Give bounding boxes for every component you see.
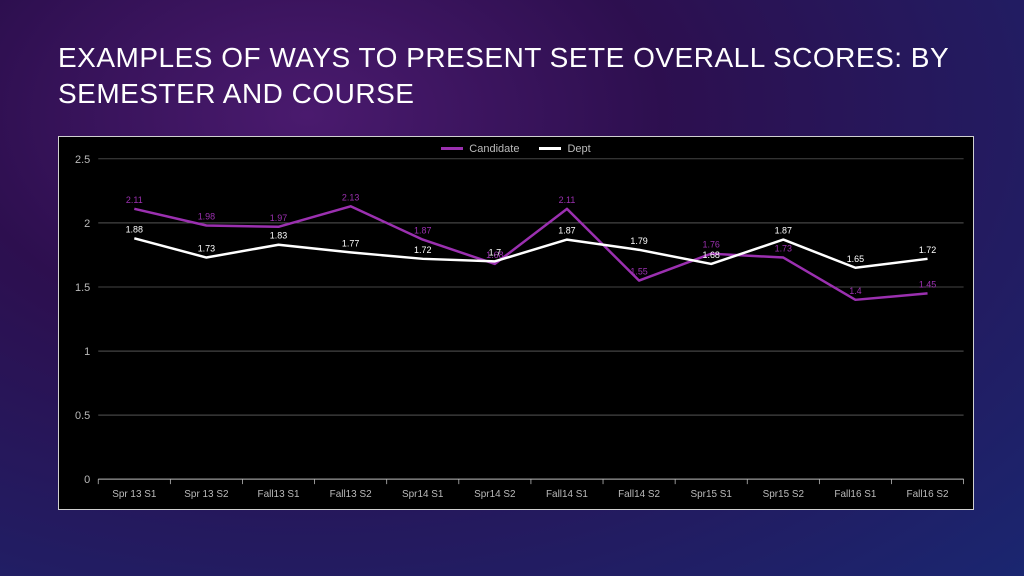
svg-text:Spr14 S1: Spr14 S1 — [402, 489, 444, 500]
svg-text:1.77: 1.77 — [342, 238, 359, 248]
svg-text:2.13: 2.13 — [342, 192, 359, 202]
svg-text:Spr15 S1: Spr15 S1 — [690, 489, 732, 500]
svg-text:1.79: 1.79 — [630, 236, 647, 246]
svg-text:1.73: 1.73 — [775, 244, 792, 254]
svg-text:1: 1 — [84, 346, 90, 358]
svg-text:2.5: 2.5 — [75, 154, 90, 166]
chart-container: CandidateDept 00.511.522.5Spr 13 S1Spr 1… — [58, 136, 974, 510]
svg-text:1.65: 1.65 — [847, 254, 864, 264]
svg-text:1.5: 1.5 — [75, 282, 90, 294]
svg-text:0.5: 0.5 — [75, 410, 90, 422]
svg-text:0: 0 — [84, 474, 90, 486]
svg-text:1.87: 1.87 — [775, 226, 792, 236]
svg-text:1.83: 1.83 — [270, 231, 287, 241]
svg-text:1.55: 1.55 — [630, 267, 647, 277]
svg-text:Fall13 S1: Fall13 S1 — [258, 489, 300, 500]
svg-text:2: 2 — [84, 218, 90, 230]
svg-text:Fall14 S1: Fall14 S1 — [546, 489, 588, 500]
slide-title: EXAMPLES OF WAYS TO PRESENT SETE OVERALL… — [58, 40, 1024, 113]
svg-text:1.87: 1.87 — [558, 226, 575, 236]
svg-text:1.98: 1.98 — [198, 212, 215, 222]
svg-text:2.11: 2.11 — [126, 195, 143, 205]
svg-text:1.72: 1.72 — [919, 245, 936, 255]
svg-text:1.97: 1.97 — [270, 213, 287, 223]
svg-text:Spr15 S2: Spr15 S2 — [763, 489, 805, 500]
svg-text:1.45: 1.45 — [919, 279, 936, 289]
svg-text:Fall16 S1: Fall16 S1 — [834, 489, 876, 500]
svg-text:Spr 13 S2: Spr 13 S2 — [184, 489, 229, 500]
svg-text:1.76: 1.76 — [702, 240, 719, 250]
svg-text:1.72: 1.72 — [414, 245, 431, 255]
svg-text:1.88: 1.88 — [126, 224, 143, 234]
svg-text:Fall13 S2: Fall13 S2 — [330, 489, 372, 500]
chart-plot: 0 0.5 1 1.5 2 2.5 Spr 13 S1 Spr 13 S2 Fall13 S1 F… — [59, 137, 973, 509]
svg-text:1.68: 1.68 — [702, 250, 719, 260]
svg-text:Fall16 S2: Fall16 S2 — [907, 489, 949, 500]
svg-text:Spr14 S2: Spr14 S2 — [474, 489, 516, 500]
svg-text:Spr 13 S1: Spr 13 S1 — [112, 489, 157, 500]
svg-text:1.73: 1.73 — [198, 244, 215, 254]
svg-text:1.7: 1.7 — [489, 247, 501, 257]
svg-text:Fall14 S2: Fall14 S2 — [618, 489, 660, 500]
svg-text:1.87: 1.87 — [414, 226, 431, 236]
svg-text:1.4: 1.4 — [849, 286, 861, 296]
svg-text:2.11: 2.11 — [559, 195, 576, 205]
